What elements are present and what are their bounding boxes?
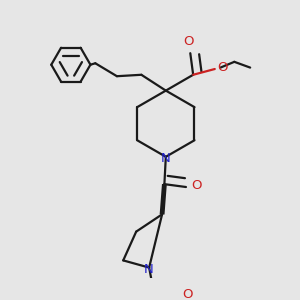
Text: N: N (143, 262, 153, 275)
Text: O: O (182, 288, 193, 300)
Text: O: O (191, 179, 202, 192)
Text: N: N (161, 152, 171, 165)
Text: O: O (184, 35, 194, 48)
Text: O: O (217, 61, 228, 74)
